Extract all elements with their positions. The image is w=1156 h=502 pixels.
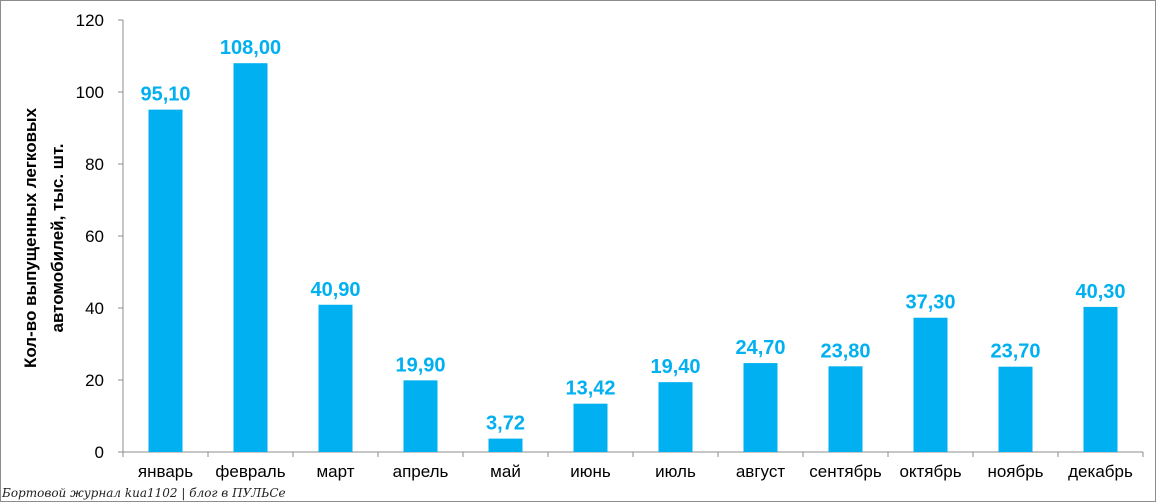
data-label: 13,42	[565, 378, 615, 400]
bar	[828, 366, 863, 452]
data-label: 23,70	[990, 341, 1040, 363]
watermark-text: Бортовой журнал kua1102 | блог в ПУЛЬСе	[2, 486, 286, 500]
bar	[913, 317, 948, 452]
y-tick-label: 120	[76, 11, 104, 30]
bar	[233, 63, 268, 452]
data-label: 95,10	[140, 84, 190, 106]
bar	[403, 380, 438, 452]
x-tick-label: ноябрь	[987, 462, 1043, 481]
y-tick-label: 20	[85, 371, 104, 390]
bar	[573, 403, 608, 452]
x-tick-label: январь	[138, 462, 193, 481]
x-tick-label: март	[316, 462, 354, 481]
bar	[1083, 306, 1118, 452]
bar	[658, 382, 693, 452]
data-label: 37,30	[905, 292, 955, 314]
axes	[122, 20, 1143, 453]
x-tick-label: октябрь	[899, 462, 961, 481]
x-tick-label: июль	[655, 462, 696, 481]
x-tick-label: февраль	[215, 462, 285, 481]
y-axis-ticks: 0 20 40 60 80 100 120	[76, 11, 123, 462]
x-tick-label: декабрь	[1068, 462, 1133, 481]
bar	[743, 363, 778, 452]
y-tick-label: 0	[95, 443, 104, 462]
data-label: 3,72	[486, 413, 525, 435]
y-tick-label: 40	[85, 299, 104, 318]
data-label: 108,00	[220, 37, 281, 59]
y-tick-label: 100	[76, 83, 104, 102]
bar	[148, 109, 183, 452]
data-label: 40,30	[1075, 281, 1125, 303]
x-tick-label: сентябрь	[809, 462, 882, 481]
x-tick-label: август	[736, 462, 785, 481]
bars	[148, 63, 1118, 452]
data-label: 19,40	[650, 356, 700, 378]
data-label: 23,80	[820, 340, 870, 362]
data-label: 24,70	[735, 337, 785, 359]
x-tick-label: апрель	[393, 462, 449, 481]
y-tick-label: 80	[85, 155, 104, 174]
y-axis-title: Кол-во выпущенных легковых автомобилей, т…	[21, 107, 67, 368]
y-axis-title-line: автомобилей, тыс. шт.	[48, 143, 67, 332]
data-labels: 95,10 108,00 40,90 19,90 3,72 13,42 19,40 24,70…	[140, 37, 1125, 434]
bar	[488, 438, 523, 452]
x-tick-label: май	[490, 462, 521, 481]
bar	[998, 366, 1033, 452]
y-tick-label: 60	[85, 227, 104, 246]
y-axis-title-line: Кол-во выпущенных легковых	[21, 107, 40, 368]
data-label: 19,90	[395, 354, 445, 376]
bar	[318, 304, 353, 452]
x-axis-ticks: январь февраль март апрель май июнь июль август…	[122, 452, 1144, 481]
x-tick-label: июнь	[570, 462, 611, 481]
data-label: 40,90	[310, 279, 360, 301]
